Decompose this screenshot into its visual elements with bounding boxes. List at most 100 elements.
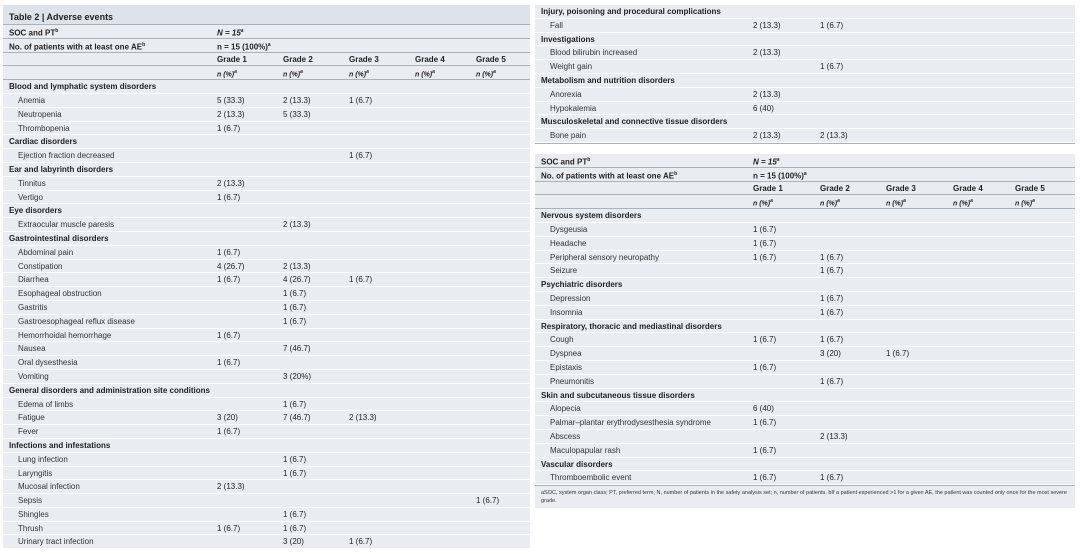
unit-header: n (%)a: [886, 195, 906, 210]
term-label: Urinary tract infection: [18, 537, 94, 547]
unit-text: n (%): [283, 71, 301, 79]
soc-text: SOC and PT: [9, 28, 56, 38]
table-row: Mucosal infection 2 (13.3): [3, 480, 530, 495]
grade-value: 1 (6.7): [753, 224, 777, 234]
table-row: Lung infection 1 (6.7): [3, 453, 530, 467]
table-row: Blood bilirubin increased 2 (13.3): [535, 46, 1075, 61]
grade-value: 1 (6.7): [476, 496, 500, 506]
grade-value: 1 (6.7): [349, 537, 373, 547]
category-row: Metabolism and nutrition disorders: [535, 74, 1075, 88]
grade-value: 2 (13.3): [820, 431, 848, 441]
term-label: Insomnia: [550, 307, 583, 317]
grade-value: 1 (6.7): [820, 293, 844, 303]
term-label: Tinnitus: [18, 178, 46, 188]
ae-value-text: n = 15 (100%): [217, 42, 268, 52]
category-row: Nervous system disorders: [535, 209, 1075, 223]
unit-text: n (%): [1015, 200, 1033, 208]
table-row: Tinnitus 2 (13.3): [3, 177, 530, 191]
category-label: Musculoskeletal and connective tissue di…: [541, 117, 728, 127]
grade-header: Grade 5: [1015, 183, 1045, 193]
grade-value: 2 (13.3): [349, 413, 377, 423]
unit-header: n (%)a: [476, 66, 496, 81]
unit-header: n (%)a: [953, 195, 973, 210]
table-row: Cough 1 (6.7) 1 (6.7): [535, 333, 1075, 348]
grade-value: 2 (13.3): [283, 95, 311, 105]
table-row: Fall 2 (13.3) 1 (6.7): [535, 19, 1075, 33]
grade-value: 3 (20%): [283, 371, 312, 381]
table-row: Fatigue 3 (20) 7 (46.7) 2 (13.3): [3, 411, 530, 426]
table-row: Dysgeusia 1 (6.7): [535, 223, 1075, 237]
category-label: General disorders and administration sit…: [9, 385, 210, 395]
category-label: Gastrointestinal disorders: [9, 233, 109, 243]
term-label: Oral dysesthesia: [18, 358, 78, 368]
grade-value: 1 (6.7): [820, 335, 844, 345]
category-label: Cardiac disorders: [9, 137, 78, 147]
grade-value: 4 (26.7): [283, 275, 311, 285]
table-row: Anorexia 2 (13.3): [535, 88, 1075, 102]
table-row: Epistaxis 1 (6.7): [535, 361, 1075, 375]
category-label: Respiratory, thoracic and mediastinal di…: [541, 321, 722, 331]
category-label: Injury, poisoning and procedural complic…: [541, 7, 721, 16]
grade-value: 2 (13.3): [820, 131, 848, 141]
category-row: Gastrointestinal disorders: [3, 232, 530, 246]
sup: a: [776, 157, 780, 163]
term-label: Nausea: [18, 344, 46, 354]
grade-value: 1 (6.7): [886, 349, 910, 359]
table-footnote: aSOC, system organ class; PT, preferred …: [535, 485, 1075, 508]
grade-value: 2 (13.3): [283, 261, 311, 271]
unit-text: n (%): [349, 71, 367, 79]
term-label: Extraocular muscle paresis: [18, 220, 115, 230]
table-row: Vomiting 3 (20%): [3, 370, 530, 384]
grade-value: 1 (6.7): [217, 123, 241, 133]
sup: b: [587, 157, 591, 163]
header-row-units: n (%)a n (%)a n (%)a n (%)a n (%)a: [535, 195, 1075, 210]
grade-header: Grade 3: [349, 54, 379, 64]
grade-value: 1 (6.7): [283, 316, 307, 326]
grade-value: 1 (6.7): [217, 427, 241, 437]
grade-value: 3 (20): [283, 537, 304, 547]
sup: a: [1032, 198, 1035, 205]
grade-value: 2 (13.3): [217, 178, 245, 188]
grade-value: 7 (46.7): [283, 413, 311, 423]
term-label: Bone pain: [550, 131, 587, 141]
table-right: SOC and PTb N = 15a No. of patients with a…: [535, 154, 1075, 509]
table-row: Oral dysesthesia 1 (6.7): [3, 356, 530, 370]
term-label: Mucosal infection: [18, 482, 80, 492]
grade-value: 1 (6.7): [217, 192, 241, 202]
term-label: Fever: [18, 427, 39, 437]
grade-value: 1 (6.7): [283, 302, 307, 312]
grade-value: 6 (40): [753, 404, 774, 414]
grade-value: 4 (26.7): [217, 261, 245, 271]
sup: b: [55, 28, 59, 34]
ae-value-text: n = 15 (100%): [753, 171, 804, 181]
grade-value: 1 (6.7): [217, 330, 241, 340]
term-label: Epistaxis: [550, 362, 583, 372]
grade-value: 1 (6.7): [217, 275, 241, 285]
table-row: Weight gain 1 (6.7): [535, 60, 1075, 74]
category-row: Musculoskeletal and connective tissue di…: [535, 115, 1075, 130]
grade-value: 1 (6.7): [820, 473, 844, 483]
grade-value: 1 (6.7): [349, 275, 373, 285]
unit-header: n (%)a: [217, 66, 237, 81]
term-label: Laryngitis: [18, 468, 53, 478]
grade-value: 7 (46.7): [283, 344, 311, 354]
sup: a: [970, 198, 973, 205]
table-row: Constipation 4 (26.7) 2 (13.3): [3, 260, 530, 274]
category-row: Injury, poisoning and procedural complic…: [535, 5, 1075, 19]
grade-header: Grade 5: [476, 54, 506, 64]
term-label: Vertigo: [18, 192, 43, 202]
sup: a: [234, 69, 237, 76]
unit-header: n (%)a: [349, 66, 369, 81]
category-label: Investigations: [541, 34, 595, 44]
table-row: Gastroesophageal reflux disease 1 (6.7): [3, 315, 530, 329]
grade-value: 3 (20): [820, 349, 841, 359]
term-label: Hemorrhoidal hemorrhage: [18, 330, 112, 340]
grade-value: 5 (33.3): [283, 109, 311, 119]
n-text: N = 15: [753, 157, 777, 167]
table-row: Hypokalemia 6 (40): [535, 102, 1075, 116]
grade-value: 1 (6.7): [753, 252, 777, 262]
grade-value: 2 (13.3): [753, 89, 781, 99]
term-label: Thromboembolic event: [550, 473, 632, 483]
sup: a: [432, 69, 435, 76]
n-total: N = 15a: [753, 154, 780, 169]
